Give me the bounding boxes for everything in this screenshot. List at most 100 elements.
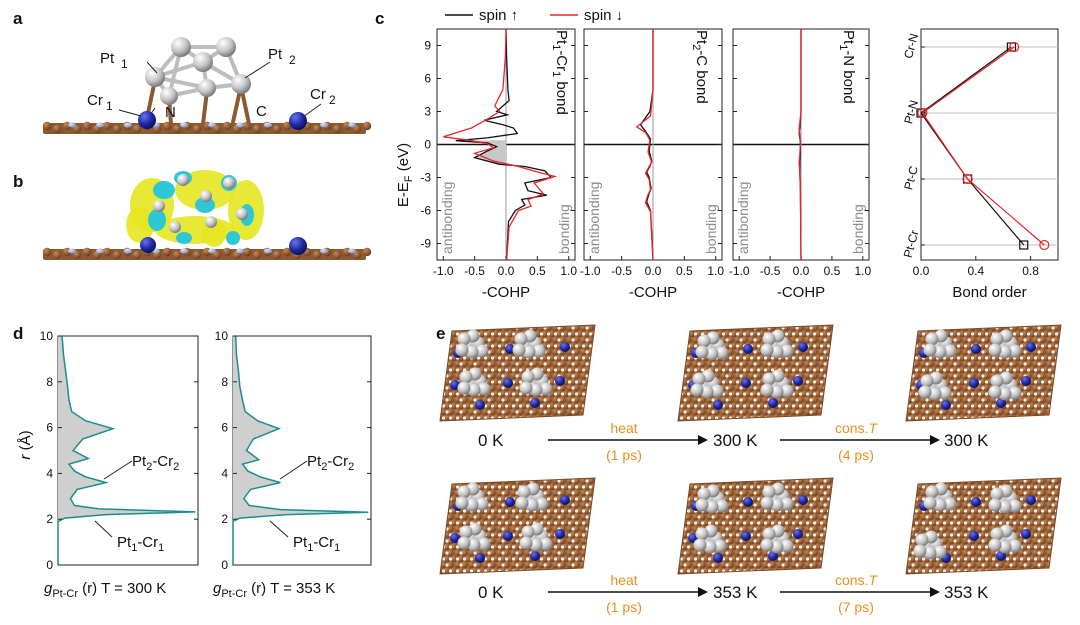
pt-atom <box>760 343 774 357</box>
rdf-caption-353k: gPt-Cr (r) T = 353 K <box>213 580 335 600</box>
rdf-y-axis-label: r (Å) <box>17 430 34 459</box>
pt-atom <box>465 498 479 512</box>
carbon-atom <box>132 250 142 260</box>
bond-order-subplot: Cr-N Pt-N Pt-C Pt-Cr 0.0 0.4 0.8 Bond order <box>901 28 1059 301</box>
cr-atom <box>475 400 485 410</box>
carbon-atom <box>102 247 112 257</box>
rdf-ytick-label: 2 <box>46 512 53 526</box>
bond-order-line <box>921 46 1045 246</box>
carbon-atom <box>352 250 362 260</box>
bond-order-point-down <box>1039 239 1050 251</box>
cr-atom <box>713 553 723 563</box>
rdf-caption-300k: gPt-Cr (r) T = 300 K <box>44 580 166 600</box>
carbon-atom <box>162 247 172 257</box>
carbon-atom <box>192 250 202 260</box>
cr-atom <box>741 378 751 388</box>
panel-label-a: a <box>13 9 23 28</box>
pt-atom <box>923 343 937 357</box>
rdf-subplot-353k: 0 2 4 6 8 10 <box>215 329 372 572</box>
bonding-label: bonding <box>703 204 719 254</box>
pt-atom <box>697 487 711 501</box>
cohp-xlabel: -COHP <box>629 284 677 301</box>
pt-atom <box>690 383 704 397</box>
nitrogen-atom <box>124 122 132 128</box>
pt-atom <box>697 334 711 348</box>
cr-atom <box>530 551 540 561</box>
bond-order-point-up <box>1019 240 1029 250</box>
pt-atom <box>998 540 1012 554</box>
label-pt1-main: Pt <box>100 50 115 67</box>
pt-atom <box>529 538 543 552</box>
cohp-ytick-label: -9 <box>420 237 431 251</box>
cr-atom <box>1026 495 1036 505</box>
bond-order-xtick-label: 0.0 <box>913 264 930 278</box>
label-pt2-main: Pt <box>268 46 283 63</box>
pt-atom <box>990 527 1004 541</box>
pt-atom <box>693 538 707 552</box>
pt-atom <box>923 546 937 560</box>
cohp-ytick-label: 6 <box>424 72 431 86</box>
pt-atom <box>1008 499 1022 513</box>
pt-atom <box>762 372 776 386</box>
cr-atom <box>530 398 540 408</box>
carbon-atom <box>222 121 232 131</box>
row2-step1-label: heat <box>610 572 637 588</box>
pt-atom <box>923 496 937 510</box>
pt-atom <box>522 345 536 359</box>
cohp-ytick-label: 0 <box>424 138 431 152</box>
cohp-xtick-label: -1.0 <box>729 264 750 278</box>
rdf-annot-pt1-cr1-right: Pt1-Cr1 <box>293 534 340 554</box>
rdf-ytick-label: 4 <box>221 466 228 480</box>
pt-atom <box>1008 386 1022 400</box>
carbon-atom <box>72 124 82 134</box>
carbon-atom <box>192 124 202 134</box>
pt-atom <box>913 544 927 558</box>
cohp-series-line <box>635 29 654 261</box>
carbon-atom <box>112 124 122 134</box>
pt-atom <box>925 485 939 499</box>
cr-atom <box>768 551 778 561</box>
cr-atom <box>503 531 513 541</box>
carbon-atom <box>172 250 182 260</box>
pt-atom <box>465 345 479 359</box>
cohp-subplot-pt1-cr1: 9 6 3 0 -3 -6 -9-1.0 -0.5 0.0 0.5 1.0 -COHP antibond… <box>420 28 577 301</box>
cr-atom <box>793 376 803 386</box>
md-slab <box>905 477 1062 575</box>
rdf-frame <box>57 335 199 566</box>
rdf-ytick-label: 0 <box>46 558 53 572</box>
graphene-sheet-a <box>42 121 372 134</box>
pt-atom <box>988 385 1002 399</box>
bond-title-pt1-cr1: Pt1-Cr1 bond <box>550 30 570 115</box>
carbon-atom <box>312 124 322 134</box>
cohp-xtick-label: 0.0 <box>498 264 515 278</box>
pt-atom <box>457 381 471 395</box>
nitrogen-atom <box>236 122 244 128</box>
pt-atom <box>998 387 1012 401</box>
pt-atom <box>762 332 776 346</box>
pt-atom <box>715 499 729 513</box>
row1-end-temp: 300 K <box>944 431 989 450</box>
pt-atom <box>475 497 489 511</box>
cohp-series-line <box>798 29 802 261</box>
nitrogen-atom <box>348 248 356 254</box>
cohp-y-axis-label: E-EF (eV) <box>395 143 415 207</box>
pt-atom <box>512 343 526 357</box>
pt-atom <box>760 383 774 397</box>
rdf-ytick-label: 2 <box>221 512 228 526</box>
pt-atom <box>988 538 1002 552</box>
cr-atom <box>793 529 803 539</box>
pt-atom <box>514 332 528 346</box>
row1-mid-temp: 300 K <box>713 431 758 450</box>
nitrogen-atom <box>124 248 132 254</box>
carbon-atom <box>132 124 142 134</box>
cr-atom <box>503 378 513 388</box>
cohp-ytick-label: 9 <box>424 39 431 53</box>
carbon-atom <box>42 247 52 257</box>
carbon-atom <box>172 124 182 134</box>
carbon-atom <box>102 121 112 131</box>
cr-atom <box>713 400 723 410</box>
carbon-atom <box>252 250 262 260</box>
pt-atom <box>692 372 706 386</box>
rdf-ytick-label: 6 <box>46 421 53 435</box>
pt-atom <box>517 485 531 499</box>
